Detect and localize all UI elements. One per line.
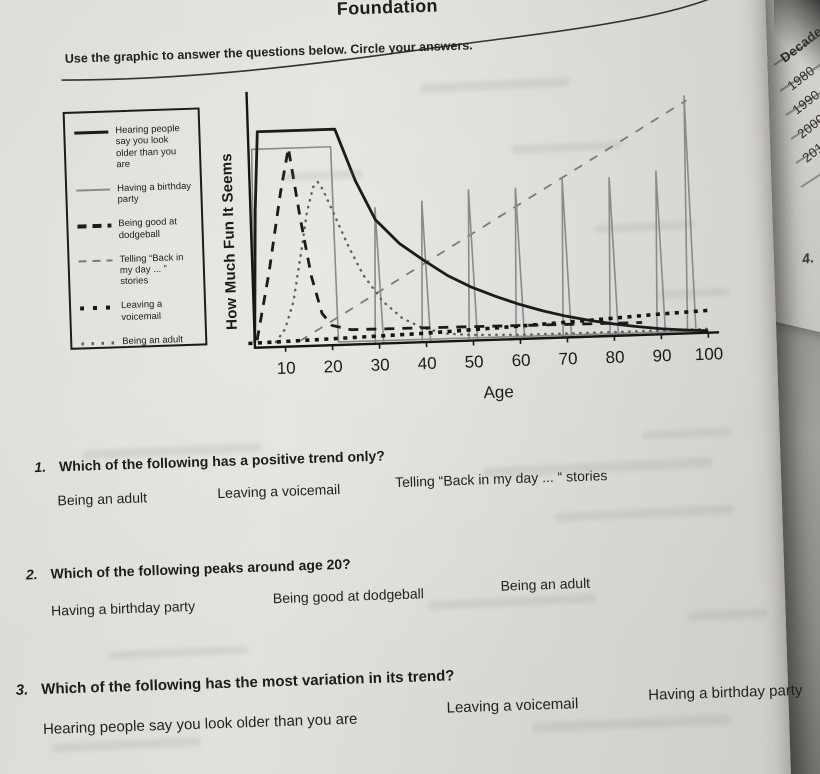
series-having-a-birthday-party-spikes [374, 95, 697, 343]
x-tick-label: 50 [464, 352, 484, 372]
q1-option-being-an-adult[interactable]: Being an adult [57, 489, 148, 509]
x-tick-label: 90 [652, 346, 672, 366]
question-number: 1. [34, 458, 47, 476]
dotted-light-line-swatch [81, 340, 116, 346]
bleed-through-smudge [531, 713, 732, 734]
chart-axes [245, 91, 720, 349]
legend-item: Having a birthday party [76, 181, 193, 208]
legend-label: Being an adult [122, 333, 184, 347]
x-tick-label: 30 [370, 355, 390, 375]
x-tick-label: 10 [276, 358, 296, 378]
x-axis-label: Age [483, 382, 514, 402]
q2-option-birthday-party[interactable]: Having a birthday party [50, 597, 196, 619]
question-number: 2. [25, 566, 38, 583]
q3-option-hearing-older[interactable]: Hearing people say you look older than y… [42, 710, 358, 738]
header-rule [61, 0, 722, 81]
q2-option-being-an-adult[interactable]: Being an adult [500, 574, 591, 594]
legend-label: Hearing people say you look older than y… [115, 123, 180, 171]
chart-legend: Hearing people say you look older than y… [62, 107, 208, 350]
legend-label: Having a birthday party [117, 180, 192, 206]
q3-option-leaving-a-voicemail[interactable]: Leaving a voicemail [446, 695, 579, 717]
bleed-through-smudge [554, 504, 735, 523]
legend-label: Telling “Back in my day ... ” stories [119, 251, 184, 288]
solid-thin-line-swatch [76, 188, 111, 192]
legend-item: Hearing people say you look older than y… [74, 123, 191, 172]
bleed-through-smudge [687, 608, 768, 622]
x-tick-label: 80 [605, 348, 625, 368]
series-having-a-birthday-party [250, 145, 709, 343]
worksheet-page: Foundation Use the graphic to answer the… [0, 0, 803, 774]
q1-option-leaving-a-voicemail[interactable]: Leaving a voicemail [217, 481, 341, 502]
series-telling-back-in-my-day-stories [298, 99, 687, 343]
x-tick-label: 20 [323, 357, 343, 377]
bleed-through-smudge [108, 645, 249, 660]
bleed-through-smudge [641, 427, 732, 440]
question-text: Which of the following peaks around age … [50, 555, 351, 582]
x-tick-label: 60 [511, 351, 531, 371]
question-3: 3. Which of the following has the most va… [15, 667, 454, 699]
x-tick-label: 100 [695, 344, 724, 364]
fun-vs-age-chart: 10 20 30 40 50 60 70 80 90 100 Age [228, 64, 744, 418]
dashed-thick-line-swatch [77, 223, 112, 229]
question-number: 3. [15, 681, 29, 699]
solid-thick-line-swatch [74, 130, 109, 135]
legend-item: Leaving a voicemail [80, 298, 197, 325]
q3-option-birthday-party[interactable]: Having a birthday party [647, 681, 803, 704]
series-being-good-at-dodgeball [255, 146, 643, 341]
question-2: 2. Which of the following peaks around ag… [26, 556, 351, 583]
side-page-question-number: 4. [800, 249, 815, 267]
bleed-through-smudge [426, 593, 598, 611]
q2-option-dodgeball[interactable]: Being good at dodgeball [272, 585, 425, 607]
photo-corner-shadow [774, 0, 820, 70]
legend-item: Being an adult [81, 333, 197, 348]
fun-chart-svg: 10 20 30 40 50 60 70 80 90 100 Age [245, 91, 724, 402]
legend-item: Being good at dodgeball [77, 216, 194, 243]
bleed-through-smudge [51, 736, 202, 753]
dashed-thin-line-swatch [78, 259, 113, 263]
legend-item: Telling “Back in my day ... ” stories [78, 251, 195, 289]
series-being-an-adult [274, 180, 710, 344]
x-tick-label: 70 [558, 349, 578, 369]
x-tick-label: 40 [417, 354, 437, 374]
dotted-heavy-line-swatch [80, 305, 115, 311]
series-hearing-people-say-you-look-older [253, 127, 709, 343]
question-text: Which of the following has the most vari… [40, 667, 455, 699]
legend-label: Being good at dodgeball [118, 216, 178, 241]
legend-label: Leaving a voicemail [120, 299, 163, 323]
